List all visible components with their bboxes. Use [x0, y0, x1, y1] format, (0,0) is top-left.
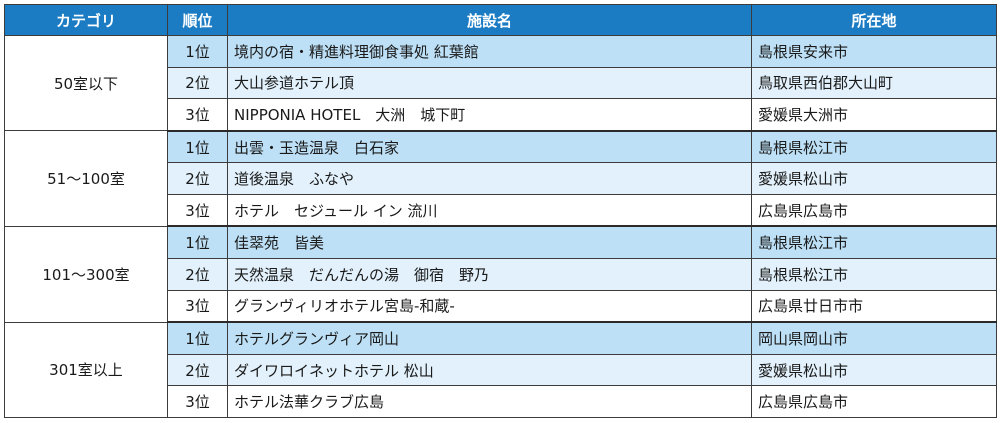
- facility-name-cell: 天然温泉 だんだんの湯 御宿 野乃: [227, 258, 752, 291]
- table-row: 2位 道後温泉 ふなや 愛媛県松山市: [5, 162, 997, 195]
- rank-cell: 1位: [167, 130, 228, 164]
- header-row: カテゴリ 順位 施設名 所在地: [4, 4, 997, 36]
- table-row: 2位 大山参道ホテル頂 鳥取県西伯郡大山町: [5, 66, 997, 100]
- location-cell: 愛媛県松山市: [751, 162, 997, 195]
- location-cell: 岡山県岡山市: [751, 321, 997, 355]
- table-row: 2位 ダイワロイネットホテル 松山 愛媛県松山市: [5, 353, 997, 387]
- location-cell: 愛媛県大洲市: [751, 98, 997, 132]
- rank-cell: 3位: [167, 385, 228, 418]
- category-cell: 301室以上: [4, 321, 168, 419]
- rank-cell: 2位: [167, 353, 228, 387]
- location-cell: 島根県安来市: [751, 35, 997, 68]
- facility-name-cell: NIPPONIA HOTEL 大洲 城下町: [227, 98, 752, 132]
- ranking-table: カテゴリ 順位 施設名 所在地 50室以下 1位 境内の宿・精進料理御食事処 紅…: [4, 4, 997, 419]
- rank-cell: 1位: [167, 321, 228, 355]
- category-cell: 50室以下: [4, 34, 168, 132]
- table-row: 50室以下 1位 境内の宿・精進料理御食事処 紅葉館 島根県安来市: [4, 34, 997, 132]
- table-row: 3位 グランヴィリオホテル宮島-和蔵- 広島県廿日市市: [5, 289, 997, 324]
- table-row: 3位 ホテル法華クラブ広島 広島県広島市: [5, 385, 997, 418]
- facility-name-cell: 境内の宿・精進料理御食事処 紅葉館: [227, 35, 752, 68]
- rank-cell: 3位: [167, 193, 228, 228]
- facility-name-cell: ダイワロイネットホテル 松山: [227, 353, 752, 387]
- table-row: 301室以上 1位 ホテルグランヴィア岡山 岡山県岡山市: [4, 321, 997, 419]
- facility-name-cell: グランヴィリオホテル宮島-和蔵-: [227, 289, 752, 324]
- rank-cell: 1位: [167, 35, 228, 68]
- rank-cell: 1位: [167, 225, 228, 260]
- facility-name-cell: 出雲・玉造温泉 白石家: [227, 130, 752, 164]
- location-cell: 鳥取県西伯郡大山町: [751, 66, 997, 100]
- facility-name-cell: 道後温泉 ふなや: [227, 162, 752, 195]
- header-location: 所在地: [751, 4, 997, 36]
- rank-cell: 3位: [167, 98, 228, 132]
- rank-cell: 2位: [167, 162, 228, 195]
- facility-name-cell: ホテル法華クラブ広島: [227, 385, 752, 418]
- table-row: 3位 NIPPONIA HOTEL 大洲 城下町 愛媛県大洲市: [5, 98, 997, 132]
- facility-name-cell: 佳翠苑 皆美: [227, 225, 752, 260]
- header-category: カテゴリ: [4, 4, 168, 36]
- category-cell: 51～100室: [4, 130, 168, 227]
- table-row: 101～300室 1位 佳翠苑 皆美 島根県松江市: [4, 225, 997, 323]
- rank-cell: 2位: [167, 66, 228, 100]
- location-cell: 愛媛県松山市: [751, 353, 997, 387]
- location-cell: 広島県広島市: [751, 385, 997, 418]
- location-cell: 広島県広島市: [751, 193, 997, 228]
- location-cell: 島根県松江市: [751, 225, 997, 260]
- header-facility-name: 施設名: [227, 4, 752, 36]
- location-cell: 島根県松江市: [751, 258, 997, 291]
- rank-cell: 2位: [167, 258, 228, 291]
- rank-cell: 3位: [167, 289, 228, 324]
- table-row: 51～100室 1位 出雲・玉造温泉 白石家 島根県松江市: [4, 130, 997, 227]
- category-cell: 101～300室: [4, 225, 168, 323]
- table-row: 2位 天然温泉 だんだんの湯 御宿 野乃 島根県松江市: [5, 258, 997, 291]
- facility-name-cell: ホテルグランヴィア岡山: [227, 321, 752, 355]
- location-cell: 広島県廿日市市: [751, 289, 997, 324]
- facility-name-cell: ホテル セジュール イン 流川: [227, 193, 752, 228]
- location-cell: 島根県松江市: [751, 130, 997, 164]
- table-row: 3位 ホテル セジュール イン 流川 広島県広島市: [5, 193, 997, 228]
- facility-name-cell: 大山参道ホテル頂: [227, 66, 752, 100]
- header-rank: 順位: [167, 4, 228, 36]
